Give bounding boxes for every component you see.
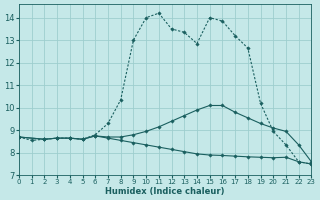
X-axis label: Humidex (Indice chaleur): Humidex (Indice chaleur) <box>105 187 225 196</box>
